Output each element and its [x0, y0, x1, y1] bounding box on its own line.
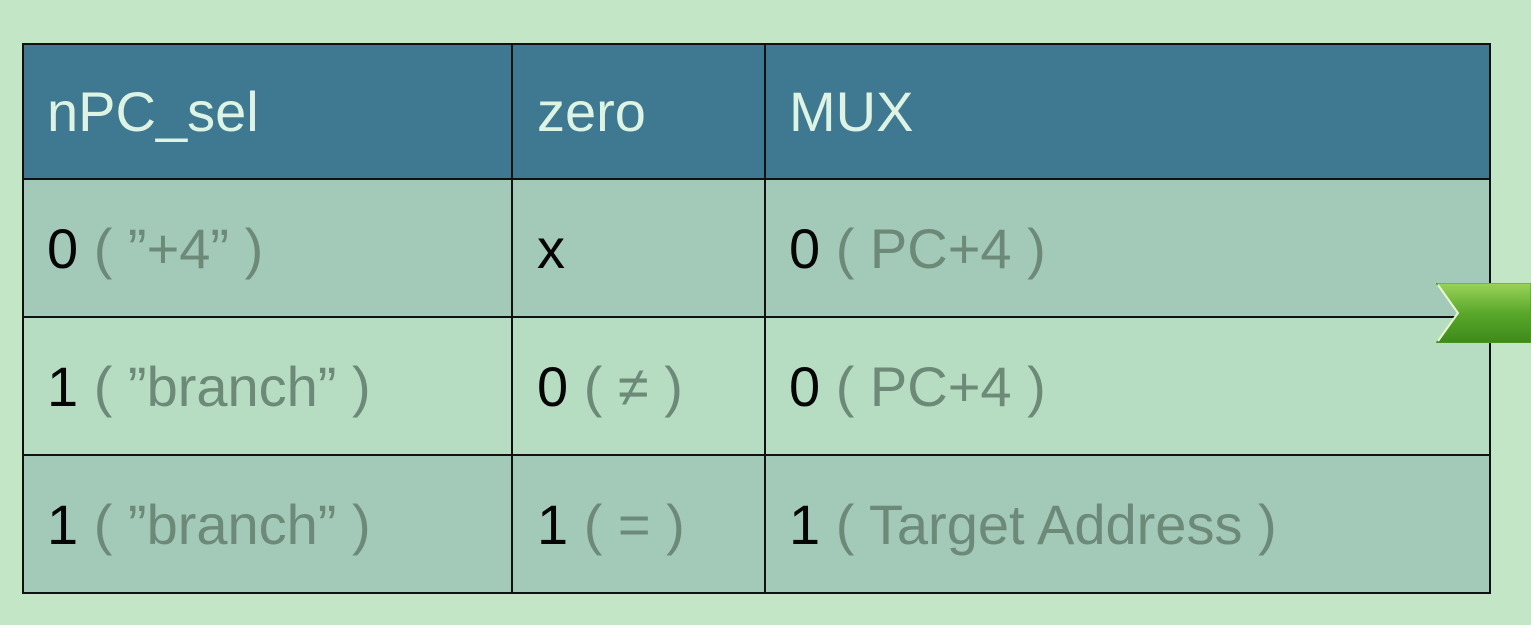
cell-note: ( PC+4 ) — [820, 216, 1046, 280]
mux-cell: 0 ( PC+4 ) — [764, 316, 1491, 456]
cell-note: ( = ) — [568, 492, 685, 556]
header-mux: MUX — [764, 43, 1491, 180]
mux-cell: 0 ( PC+4 ) — [764, 178, 1491, 318]
cell-note: ( PC+4 ) — [820, 354, 1046, 418]
cell-value: 0 — [47, 216, 79, 280]
cell-value: 1 — [47, 354, 79, 418]
npc-sel-cell: 0 ( ”+4” ) — [22, 178, 513, 318]
cell-value: 0 — [537, 354, 569, 418]
table-row: 1 ( ”branch” ) 1 ( = ) 1 ( Target Addres… — [22, 454, 1491, 594]
zero-cell: x — [511, 178, 766, 318]
table-row: 0 ( ”+4” ) x 0 ( PC+4 ) — [22, 178, 1491, 318]
cell-note: ( Target Address ) — [820, 492, 1277, 556]
cell-value: 0 — [789, 354, 821, 418]
mux-cell: 1 ( Target Address ) — [764, 454, 1491, 594]
table-row: 1 ( ”branch” ) 0 ( ≠ ) 0 ( PC+4 ) — [22, 316, 1491, 456]
cell-note: ( ”+4” ) — [78, 216, 264, 280]
chevron-arrow-right-icon[interactable] — [1436, 283, 1531, 343]
cell-value: 0 — [789, 216, 821, 280]
npc-sel-cell: 1 ( ”branch” ) — [22, 316, 513, 456]
npc-sel-cell: 1 ( ”branch” ) — [22, 454, 513, 594]
cell-value: 1 — [789, 492, 821, 556]
cell-value: 1 — [537, 492, 569, 556]
cell-value: 1 — [47, 492, 79, 556]
zero-cell: 0 ( ≠ ) — [511, 316, 766, 456]
header-zero: zero — [511, 43, 766, 180]
header-npc-sel: nPC_sel — [22, 43, 513, 180]
cell-note: ( ”branch” ) — [78, 492, 371, 556]
zero-cell: 1 ( = ) — [511, 454, 766, 594]
truth-table: nPC_sel zero MUX 0 ( ”+4” ) x 0 ( PC+4 )… — [22, 43, 1491, 594]
header-row: nPC_sel zero MUX — [22, 43, 1491, 180]
cell-note: ( ”branch” ) — [78, 354, 371, 418]
cell-note: ( ≠ ) — [568, 354, 683, 418]
cell-value: x — [537, 216, 565, 280]
